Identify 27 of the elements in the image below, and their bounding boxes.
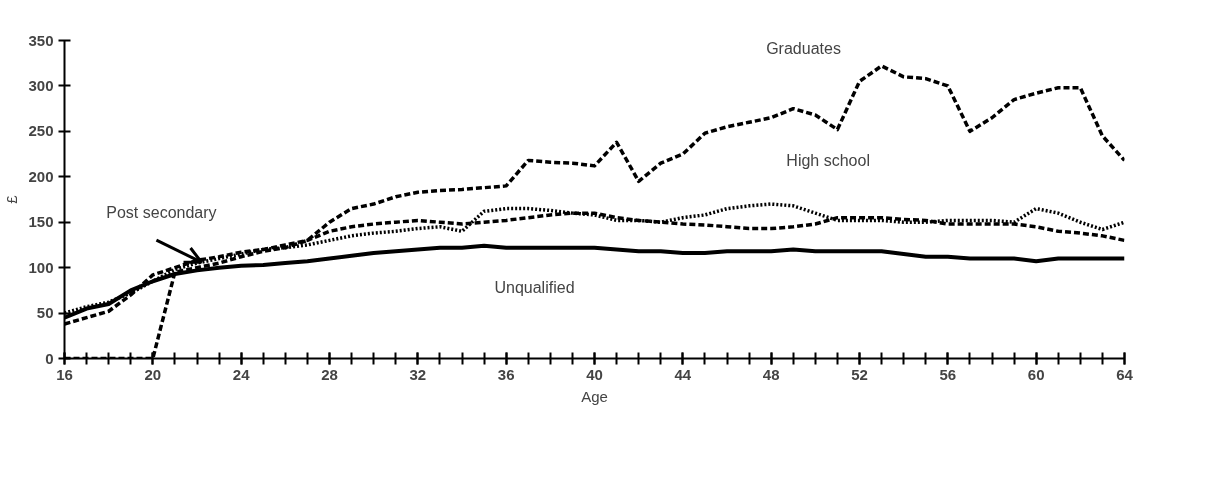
x-tick-label: 40 [586, 365, 603, 383]
annotation: High school [786, 151, 870, 169]
x-tick-label: 36 [497, 365, 515, 383]
annotation: Post secondary [106, 203, 217, 221]
y-tick-label: 200 [28, 167, 54, 185]
x-tick-label: 60 [1027, 365, 1045, 383]
y-tick-label: 50 [36, 304, 54, 322]
x-tick-label: 28 [321, 365, 338, 383]
x-tick-label: 24 [232, 365, 251, 383]
x-axis-title: Age [581, 387, 608, 405]
x-tick-label: 52 [851, 365, 868, 383]
annotation: Unqualified [494, 279, 575, 297]
x-tick-label: 64 [1116, 365, 1134, 383]
x-tick-label: 44 [674, 365, 692, 383]
y-tick-label: 0 [45, 349, 54, 367]
y-tick-label: 250 [28, 122, 54, 140]
x-tick-label: 16 [56, 365, 73, 383]
y-tick-label: 100 [28, 258, 54, 276]
x-tick-label: 20 [144, 365, 162, 383]
annotation: Graduates [766, 40, 841, 58]
y-tick-label: 300 [28, 76, 54, 94]
x-tick-label: 56 [939, 365, 957, 383]
y-axis-title: £ [3, 194, 21, 204]
y-tick-label: 350 [28, 31, 54, 49]
y-tick-label: 150 [28, 213, 54, 231]
x-tick-label: 48 [762, 365, 780, 383]
x-tick-label: 32 [409, 365, 427, 383]
